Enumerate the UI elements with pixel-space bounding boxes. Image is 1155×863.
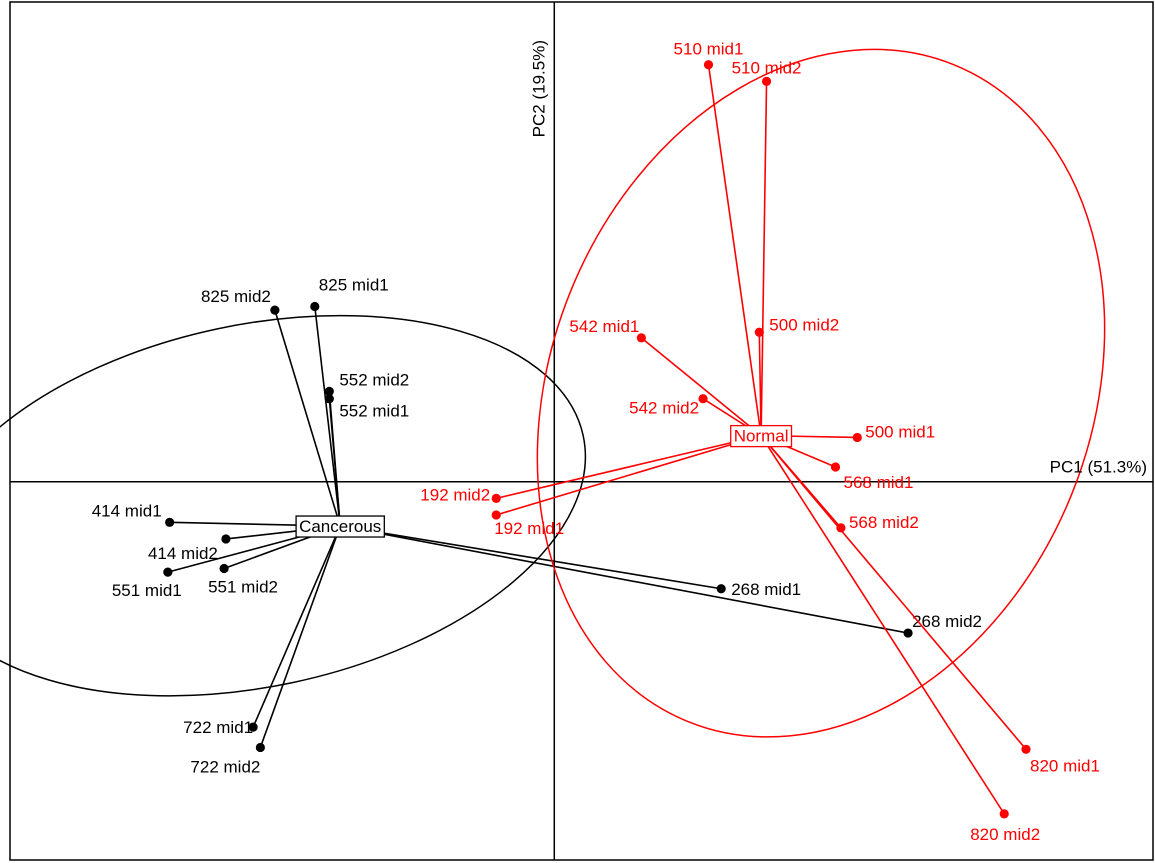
spoke-normal-3 — [758, 332, 762, 436]
point-normal-11 — [999, 809, 1009, 819]
point-label-cancerous-2: 552 mid2 — [339, 370, 409, 389]
point-cancerous-4 — [165, 517, 175, 527]
point-label-normal-1: 510 mid2 — [732, 58, 802, 77]
group-cancerous: 825 mid1 825 mid2 552 mid2 552 mid1 414 mid1… — [0, 275, 982, 776]
point-label-cancerous-1: 825 mid2 — [201, 287, 271, 306]
point-label-normal-6: 568 mid1 — [844, 473, 914, 492]
spoke-cancerous-9 — [340, 525, 909, 634]
point-cancerous-9 — [903, 628, 913, 638]
center-box-normal — [730, 424, 793, 448]
spoke-normal-2 — [640, 337, 762, 437]
y-axis-title: PC2 (19.5%) — [529, 40, 548, 137]
point-label-cancerous-3: 552 mid1 — [339, 402, 409, 421]
point-cancerous-7 — [219, 563, 229, 574]
spoke-cancerous-0 — [314, 306, 341, 527]
point-label-normal-9: 568 mid2 — [849, 513, 919, 532]
spoke-normal-7 — [496, 434, 762, 500]
spoke-cancerous-10 — [252, 525, 341, 728]
point-label-normal-10: 820 mid1 — [1030, 756, 1100, 775]
point-normal-4 — [698, 394, 708, 404]
point-label-normal-2: 542 mid1 — [569, 317, 639, 336]
point-label-cancerous-11: 722 mid2 — [190, 757, 260, 776]
point-cancerous-3 — [324, 394, 334, 404]
point-label-normal-8: 192 mid1 — [494, 519, 564, 538]
point-label-normal-0: 510 mid1 — [674, 40, 744, 59]
point-label-normal-4: 542 mid2 — [629, 399, 699, 418]
spoke-cancerous-8 — [340, 525, 722, 590]
point-normal-5 — [852, 432, 862, 443]
spoke-cancerous-11 — [259, 525, 341, 748]
point-normal-0 — [703, 60, 714, 70]
point-label-cancerous-10: 722 mid1 — [183, 718, 253, 737]
point-label-normal-3: 500 mid2 — [769, 315, 839, 334]
point-label-cancerous-8: 268 mid1 — [731, 580, 801, 599]
point-label-cancerous-6: 551 mid1 — [112, 581, 182, 600]
ellipse-normal — [536, 48, 1106, 738]
point-normal-2 — [636, 333, 646, 343]
point-normal-7 — [491, 493, 501, 503]
point-label-normal-7: 192 mid2 — [420, 485, 490, 504]
point-label-cancerous-0: 825 mid1 — [319, 275, 389, 294]
spoke-normal-8 — [495, 434, 762, 516]
point-normal-9 — [836, 523, 846, 533]
center-label-normal: Normal — [734, 427, 789, 446]
spoke-normal-0 — [707, 64, 762, 436]
spoke-cancerous-3 — [328, 398, 341, 527]
point-cancerous-6 — [163, 567, 173, 577]
groups-layer: 825 mid1 825 mid2 552 mid2 552 mid1 414 mid1… — [0, 40, 1106, 844]
point-normal-1 — [761, 76, 772, 86]
point-cancerous-1 — [270, 305, 280, 315]
x-axis-title: PC1 (51.3%) — [1050, 458, 1147, 477]
point-label-cancerous-5: 414 mid2 — [148, 544, 218, 563]
point-cancerous-11 — [255, 742, 265, 753]
point-cancerous-8 — [716, 584, 726, 594]
point-label-normal-5: 500 mid1 — [865, 422, 935, 441]
point-label-normal-11: 820 mid2 — [970, 825, 1040, 844]
point-label-cancerous-7: 551 mid2 — [208, 577, 278, 596]
point-label-cancerous-9: 268 mid2 — [912, 612, 982, 631]
point-normal-6 — [830, 462, 841, 472]
point-normal-8 — [491, 510, 501, 520]
center-label-cancerous: Cancerous — [299, 517, 381, 536]
spoke-normal-11 — [760, 435, 1005, 815]
center-box-cancerous — [295, 515, 385, 538]
point-cancerous-10 — [248, 722, 258, 732]
point-normal-3 — [754, 327, 764, 337]
point-cancerous-5 — [221, 534, 231, 544]
spoke-cancerous-1 — [274, 309, 341, 527]
point-cancerous-0 — [310, 301, 320, 312]
point-cancerous-2 — [324, 386, 334, 396]
ellipse-cancerous — [0, 314, 587, 697]
spoke-normal-10 — [760, 435, 1027, 750]
point-normal-10 — [1021, 744, 1031, 754]
spoke-normal-1 — [760, 81, 768, 436]
point-label-cancerous-4: 414 mid1 — [92, 501, 162, 520]
